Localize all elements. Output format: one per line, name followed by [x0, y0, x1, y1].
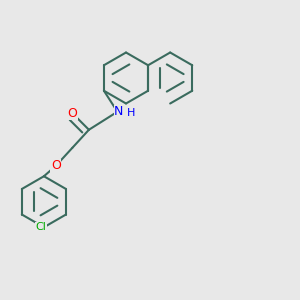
Text: O: O: [51, 159, 61, 172]
Text: O: O: [68, 107, 77, 120]
Text: N: N: [114, 105, 124, 118]
Text: H: H: [127, 108, 136, 118]
Text: Cl: Cl: [35, 222, 46, 232]
